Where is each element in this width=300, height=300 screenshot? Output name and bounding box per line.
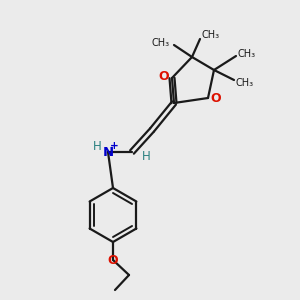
Text: CH₃: CH₃ [202, 30, 220, 40]
Text: O: O [108, 254, 118, 266]
Text: CH₃: CH₃ [236, 78, 254, 88]
Text: H: H [93, 140, 101, 154]
Text: CH₃: CH₃ [152, 38, 170, 48]
Text: H: H [142, 151, 150, 164]
Text: +: + [110, 141, 118, 151]
Text: O: O [211, 92, 221, 104]
Text: N: N [102, 146, 114, 158]
Text: O: O [159, 70, 169, 83]
Text: CH₃: CH₃ [238, 49, 256, 59]
